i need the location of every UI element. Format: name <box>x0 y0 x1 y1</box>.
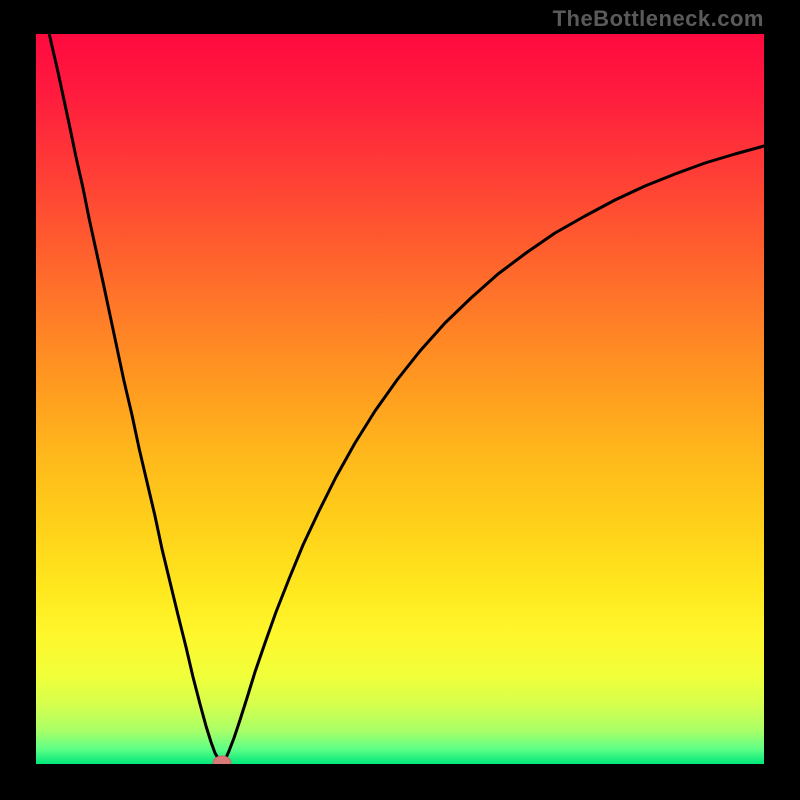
watermark-text: TheBottleneck.com <box>553 6 764 32</box>
minimum-marker <box>213 756 231 770</box>
chart-svg <box>0 0 800 800</box>
plot-background <box>36 34 764 764</box>
